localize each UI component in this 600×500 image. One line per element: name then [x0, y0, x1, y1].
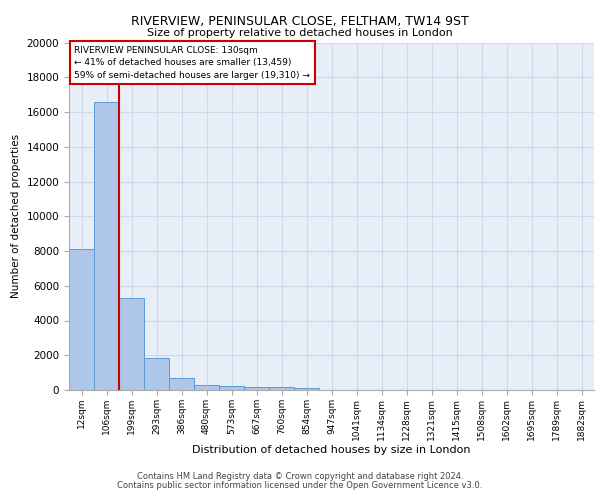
Bar	[94, 102, 119, 390]
Bar	[219, 386, 244, 390]
Bar	[269, 387, 294, 390]
Bar	[294, 388, 319, 390]
Text: Size of property relative to detached houses in London: Size of property relative to detached ho…	[147, 28, 453, 38]
Text: RIVERVIEW PENINSULAR CLOSE: 130sqm
← 41% of detached houses are smaller (13,459): RIVERVIEW PENINSULAR CLOSE: 130sqm ← 41%…	[74, 46, 310, 80]
Text: Contains HM Land Registry data © Crown copyright and database right 2024.: Contains HM Land Registry data © Crown c…	[137, 472, 463, 481]
Text: RIVERVIEW, PENINSULAR CLOSE, FELTHAM, TW14 9ST: RIVERVIEW, PENINSULAR CLOSE, FELTHAM, TW…	[131, 15, 469, 28]
Bar	[244, 386, 269, 390]
Y-axis label: Number of detached properties: Number of detached properties	[11, 134, 21, 298]
Bar	[69, 250, 94, 390]
X-axis label: Distribution of detached houses by size in London: Distribution of detached houses by size …	[192, 446, 471, 456]
Bar	[194, 384, 219, 390]
Bar	[169, 378, 194, 390]
Bar	[119, 298, 144, 390]
Text: Contains public sector information licensed under the Open Government Licence v3: Contains public sector information licen…	[118, 481, 482, 490]
Bar	[144, 358, 169, 390]
